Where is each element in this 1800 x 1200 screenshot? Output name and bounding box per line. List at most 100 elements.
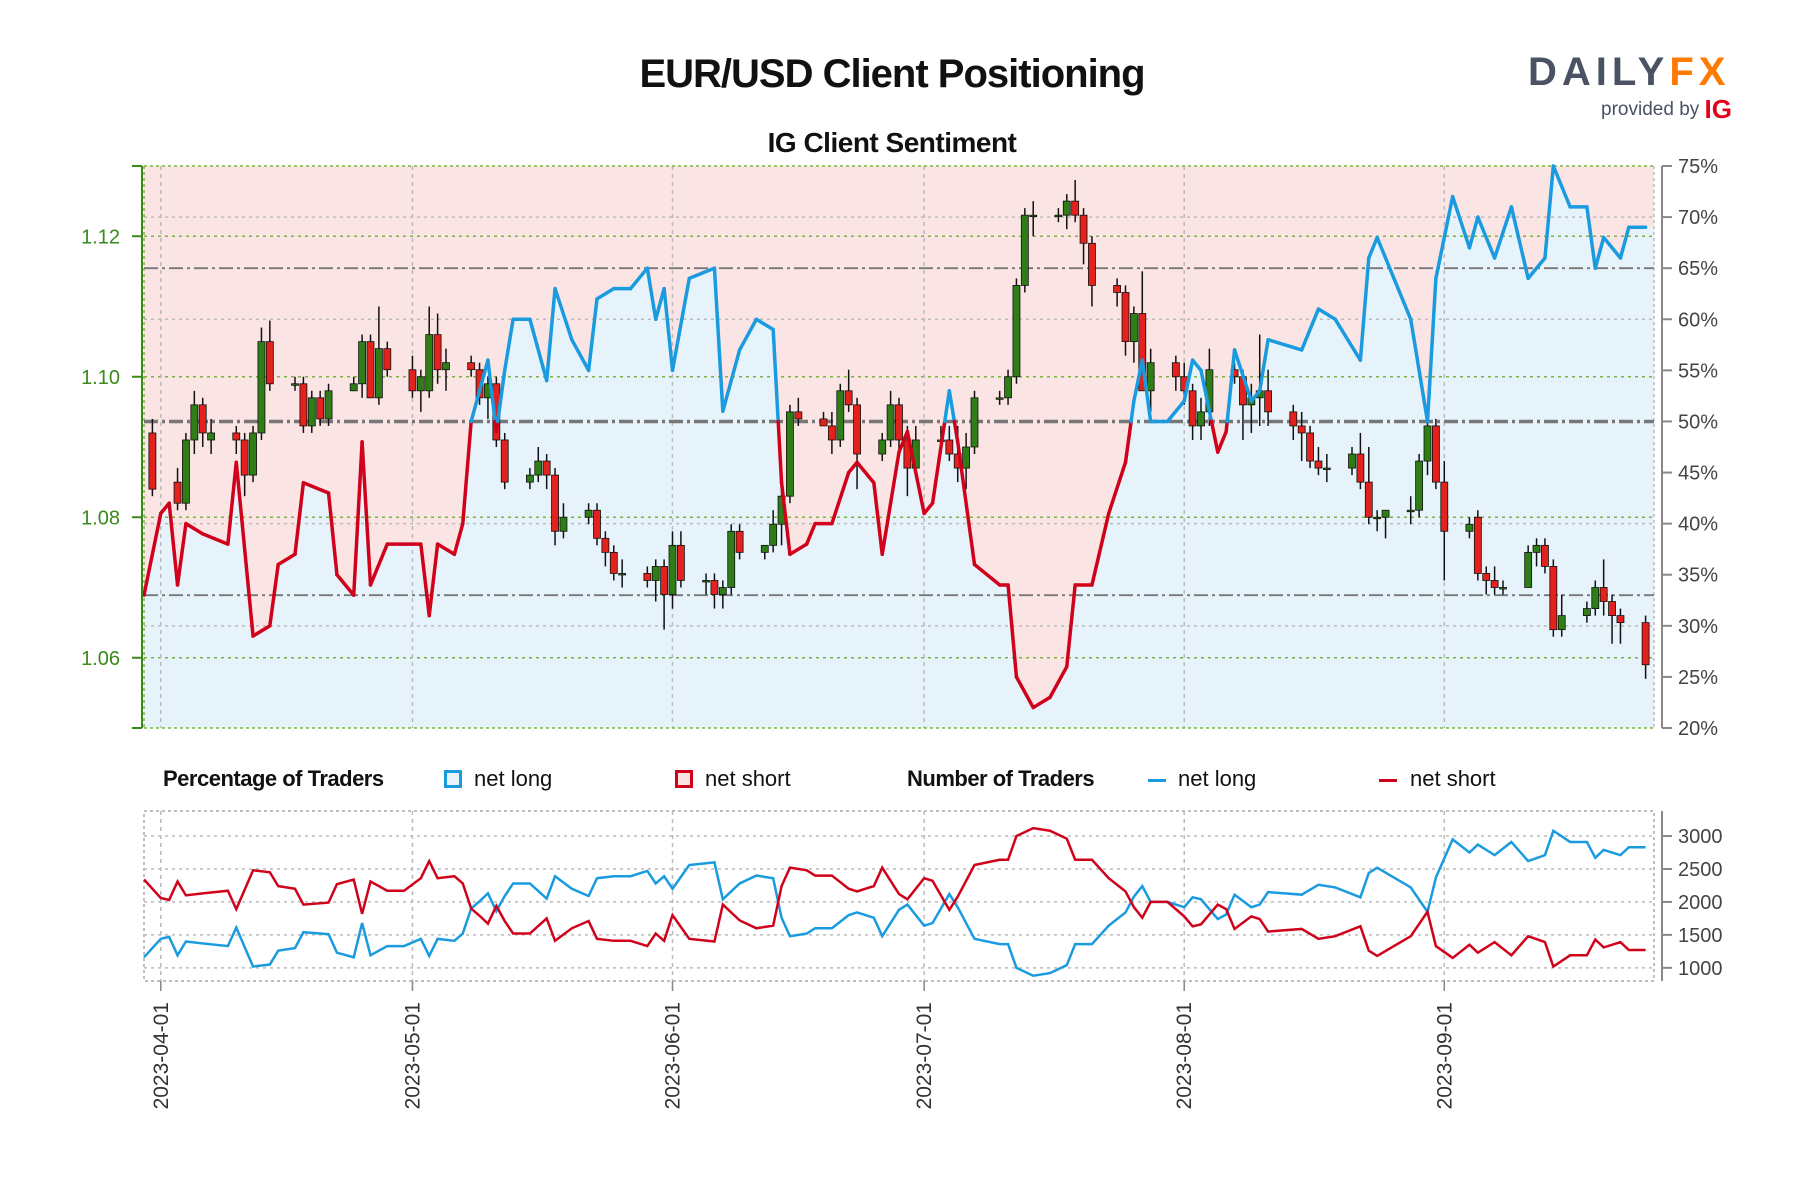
candle-down bbox=[1071, 200, 1080, 216]
legend-pct-short: net short bbox=[705, 766, 791, 791]
net-short-pct-segment bbox=[1065, 583, 1077, 669]
candle-up bbox=[1197, 411, 1205, 427]
net-short-pct-segment bbox=[880, 450, 901, 557]
net-short-pct-segment bbox=[1014, 675, 1035, 710]
net-long-pct-segment bbox=[1526, 256, 1547, 281]
candle-up bbox=[995, 397, 1004, 400]
candle-up bbox=[651, 566, 660, 581]
candle-down bbox=[1264, 390, 1273, 413]
candle-up bbox=[525, 474, 534, 483]
price-tick-label: 1.08 bbox=[81, 507, 120, 529]
net-long-pct-segment bbox=[687, 266, 717, 281]
candle-down bbox=[1171, 362, 1180, 378]
candle-down bbox=[676, 544, 685, 581]
net-long-pct-segment bbox=[1199, 368, 1214, 424]
net-short-pct-segment bbox=[293, 481, 306, 557]
net-long-pct-segment bbox=[570, 337, 591, 373]
net-long-pct-segment bbox=[1601, 235, 1623, 260]
candle-up bbox=[425, 334, 434, 392]
net-short-pct-segment bbox=[200, 532, 230, 546]
pct-tick-label: 70% bbox=[1678, 207, 1718, 229]
candle-up bbox=[769, 523, 778, 546]
net-long-pct-segment bbox=[1392, 276, 1413, 322]
net-short-pct-segment bbox=[804, 521, 817, 546]
candle-up bbox=[442, 362, 450, 371]
net-short-pct-segment bbox=[1031, 695, 1052, 710]
candle-down bbox=[794, 411, 803, 420]
net-short-pct-segment bbox=[930, 419, 947, 505]
candle-down bbox=[265, 341, 274, 385]
pct-tick-label: 50% bbox=[1678, 411, 1718, 433]
net-long-pct-segment bbox=[544, 286, 557, 383]
traders-tick-label: 2500 bbox=[1678, 859, 1723, 881]
net-long-pct-segment bbox=[553, 286, 574, 342]
candle-up bbox=[1423, 425, 1432, 462]
net-long-pct-segment bbox=[1509, 205, 1530, 281]
candle-up bbox=[291, 383, 299, 386]
net-short-pct-segment bbox=[226, 460, 239, 546]
net-long-pct-segment bbox=[477, 358, 490, 393]
net-long-pct-segment bbox=[1249, 389, 1262, 403]
candle-up bbox=[1322, 467, 1331, 470]
net-long-pct-segment bbox=[628, 266, 650, 291]
net-short-pct-segment bbox=[905, 429, 926, 516]
candle-down bbox=[1113, 285, 1122, 293]
date-tick-label: 2023-08-01 bbox=[1173, 1002, 1196, 1109]
candle-down bbox=[1431, 425, 1440, 483]
logo-brand-a: DAILY bbox=[1528, 50, 1670, 94]
candle-up bbox=[416, 376, 425, 392]
net-short-pct-segment bbox=[1090, 511, 1111, 587]
dailyfx-logo: DAILYFX provided by IG bbox=[1528, 50, 1738, 125]
candle-up bbox=[878, 439, 887, 455]
pct-tick-label: 35% bbox=[1678, 565, 1718, 587]
net-long-area bbox=[144, 166, 1654, 728]
legend-num-short-swatch bbox=[1379, 779, 1397, 782]
candle-down bbox=[1306, 432, 1314, 462]
candle-up bbox=[836, 390, 845, 441]
logo-provided-by: provided by bbox=[1601, 99, 1700, 120]
net-short-pct-segment bbox=[360, 440, 373, 587]
candle-down bbox=[173, 481, 182, 504]
candle-up bbox=[1381, 509, 1390, 518]
candle-up bbox=[1582, 608, 1591, 617]
candle-up bbox=[702, 580, 710, 583]
candle-up bbox=[668, 544, 677, 595]
candle-up bbox=[1054, 214, 1063, 218]
candle-up bbox=[718, 587, 727, 595]
candle-down bbox=[735, 530, 744, 553]
candle-up bbox=[207, 432, 216, 441]
net-short-pct-segment bbox=[175, 521, 188, 587]
candle-down bbox=[1616, 615, 1625, 624]
candle-up bbox=[307, 397, 316, 427]
net-long-pct-segment bbox=[1140, 358, 1153, 424]
net-long-pct-segment bbox=[502, 317, 515, 373]
candle-down bbox=[1289, 411, 1298, 427]
candle-up bbox=[358, 341, 367, 385]
candle-down bbox=[1473, 516, 1482, 574]
candle-down bbox=[1641, 622, 1650, 666]
net-long-pct-segment bbox=[737, 317, 759, 352]
net-short-pct-segment bbox=[955, 440, 977, 567]
candle-down bbox=[1088, 242, 1096, 286]
date-tick-label: 2023-09-01 bbox=[1433, 1002, 1456, 1109]
candle-down bbox=[827, 425, 836, 441]
net-long-pct-segment bbox=[1129, 399, 1136, 424]
traders-tick-label: 1000 bbox=[1678, 958, 1723, 980]
net-long-pct-segment bbox=[1333, 317, 1363, 362]
net-short-pct-segment bbox=[335, 572, 356, 597]
candle-up bbox=[1020, 214, 1029, 286]
candle-up bbox=[1524, 551, 1533, 588]
net-short-pct-segment bbox=[1006, 583, 1019, 679]
net-short-pct-segment bbox=[268, 562, 280, 628]
net-long-pct-segment bbox=[947, 389, 957, 424]
candle-down bbox=[232, 432, 241, 441]
price-tick-label: 1.12 bbox=[81, 226, 120, 248]
pct-tick-label: 45% bbox=[1678, 463, 1718, 485]
candle-up bbox=[257, 341, 266, 434]
net-long-pct-segment bbox=[670, 276, 692, 373]
price-tick-label: 1.10 bbox=[81, 367, 120, 389]
candle-up bbox=[349, 383, 358, 392]
candle-down bbox=[1549, 566, 1558, 631]
net-long-traders-line bbox=[143, 828, 1646, 978]
net-long-pct-segment bbox=[1358, 256, 1371, 362]
